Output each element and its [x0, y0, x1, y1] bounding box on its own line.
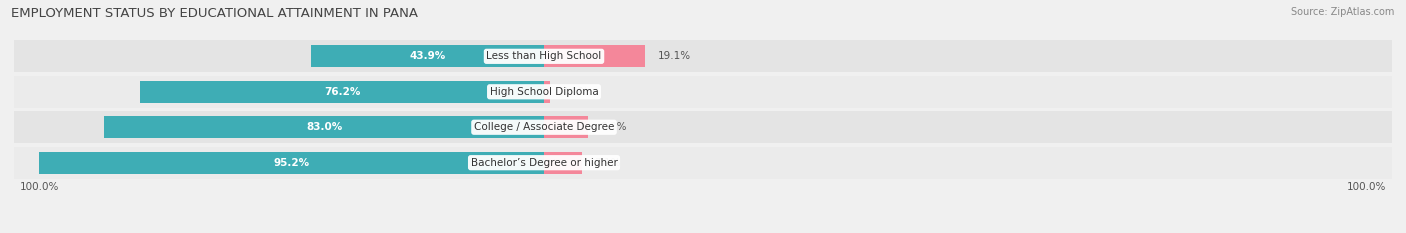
- Bar: [14, 147, 1392, 179]
- Bar: [544, 45, 645, 67]
- Bar: [104, 116, 544, 138]
- Text: 19.1%: 19.1%: [658, 51, 692, 61]
- Bar: [141, 81, 544, 103]
- Bar: [14, 76, 1392, 108]
- Text: 8.3%: 8.3%: [600, 122, 627, 132]
- Bar: [544, 152, 582, 174]
- Text: 76.2%: 76.2%: [323, 87, 360, 97]
- Bar: [544, 116, 588, 138]
- Text: 83.0%: 83.0%: [307, 122, 342, 132]
- Text: Source: ZipAtlas.com: Source: ZipAtlas.com: [1291, 7, 1395, 17]
- Text: Less than High School: Less than High School: [486, 51, 602, 61]
- Bar: [14, 111, 1392, 143]
- Bar: [14, 40, 1392, 72]
- Bar: [544, 81, 550, 103]
- Bar: [311, 45, 544, 67]
- Text: 100.0%: 100.0%: [20, 182, 59, 192]
- Text: College / Associate Degree: College / Associate Degree: [474, 122, 614, 132]
- Text: EMPLOYMENT STATUS BY EDUCATIONAL ATTAINMENT IN PANA: EMPLOYMENT STATUS BY EDUCATIONAL ATTAINM…: [11, 7, 418, 20]
- Text: 7.1%: 7.1%: [595, 158, 621, 168]
- Text: 95.2%: 95.2%: [274, 158, 309, 168]
- Bar: [39, 152, 544, 174]
- Text: 1.1%: 1.1%: [562, 87, 589, 97]
- Text: 43.9%: 43.9%: [409, 51, 446, 61]
- Text: High School Diploma: High School Diploma: [489, 87, 599, 97]
- Text: 100.0%: 100.0%: [1347, 182, 1386, 192]
- Text: Bachelor’s Degree or higher: Bachelor’s Degree or higher: [471, 158, 617, 168]
